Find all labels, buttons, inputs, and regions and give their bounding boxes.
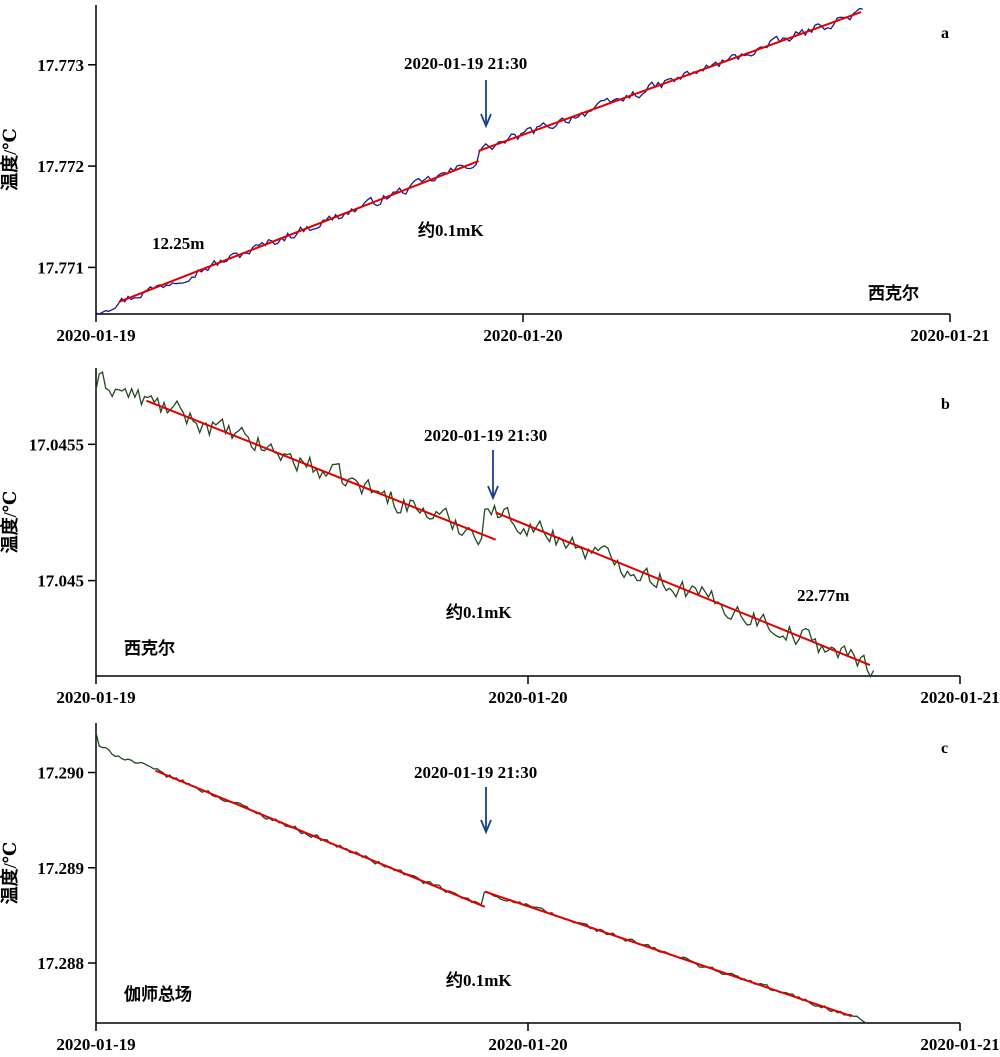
event-arrow-head <box>480 819 492 835</box>
offset-label: 约0.1mK <box>446 970 512 990</box>
panel-label: c <box>941 740 948 757</box>
y-tick-label: 17.771 <box>37 258 84 277</box>
x-tick-label: 2020-01-19 <box>56 688 135 707</box>
fit-line-2 <box>484 890 853 1018</box>
x-tick-label: 2020-01-20 <box>488 688 567 707</box>
x-tick-label: 2020-01-21 <box>920 1035 999 1054</box>
depth-label: 22.77m <box>797 586 849 605</box>
station-label: 西克尔 <box>868 283 919 303</box>
panel-a: 2020-01-19 2020-01-20 2020-01-21 17.771 17.7… <box>0 5 990 345</box>
event-arrow-head <box>487 485 499 501</box>
x-tick-label: 2020-01-20 <box>483 326 562 345</box>
x-tick-label: 2020-01-20 <box>488 1035 567 1054</box>
station-label: 伽师总场 <box>124 984 192 1004</box>
depth-label: 12.25m <box>152 234 204 253</box>
y-tick-label: 17.772 <box>37 157 84 176</box>
offset-label: 约0.1mK <box>446 602 512 622</box>
event-label: 2020-01-19 21:30 <box>404 54 527 73</box>
station-label: 西克尔 <box>124 638 175 658</box>
fit-line-2 <box>495 511 871 667</box>
x-tick-label: 2020-01-21 <box>910 326 989 345</box>
x-tick-label: 2020-01-21 <box>920 688 999 707</box>
y-tick-label: 17.288 <box>37 954 84 973</box>
y-axis-label: 温度/℃ <box>0 128 20 191</box>
y-axis-label: 温度/℃ <box>0 491 20 554</box>
event-label: 2020-01-19 21:30 <box>424 426 547 445</box>
fit-line-2 <box>478 11 862 152</box>
series-line <box>95 370 875 679</box>
y-tick-label: 17.289 <box>37 859 84 878</box>
panel-label: a <box>941 25 949 42</box>
y-tick-label: 17.0455 <box>29 435 84 454</box>
fit-line-1 <box>155 769 486 908</box>
y-axis-label: 温度/℃ <box>0 842 20 905</box>
x-tick-label: 2020-01-19 <box>56 1035 135 1054</box>
fit-line-1 <box>118 160 479 303</box>
panel-label: b <box>941 396 950 413</box>
y-tick-label: 17.045 <box>37 572 84 591</box>
x-tick-label: 2020-01-19 <box>56 326 135 345</box>
event-label: 2020-01-19 21:30 <box>414 763 537 782</box>
y-tick-label: 17.290 <box>37 764 84 783</box>
offset-label: 约0.1mK <box>418 220 484 240</box>
panel-b: 2020-01-19 2020-01-20 2020-01-21 17.045 17.0… <box>0 368 1000 707</box>
panel-c: 2020-01-19 2020-01-20 2020-01-21 17.288 17.2… <box>0 723 1000 1054</box>
y-tick-label: 17.773 <box>37 56 84 75</box>
event-arrow-head <box>480 113 492 129</box>
fit-line-1 <box>146 399 496 541</box>
